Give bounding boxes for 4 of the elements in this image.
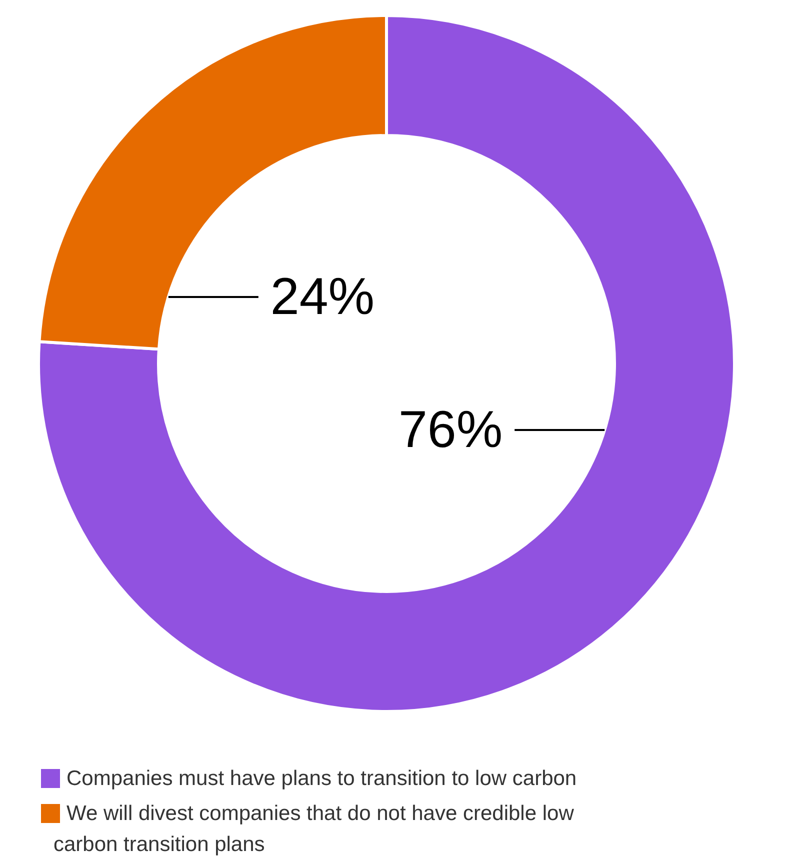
data-label: 76% [398, 400, 503, 459]
legend-label: We will divest companies that do not have credible low carbon transition plans [54, 802, 575, 856]
legend-label: Companies must have plans to transition to low carbon [66, 767, 577, 790]
data-label: 24% [270, 268, 374, 326]
